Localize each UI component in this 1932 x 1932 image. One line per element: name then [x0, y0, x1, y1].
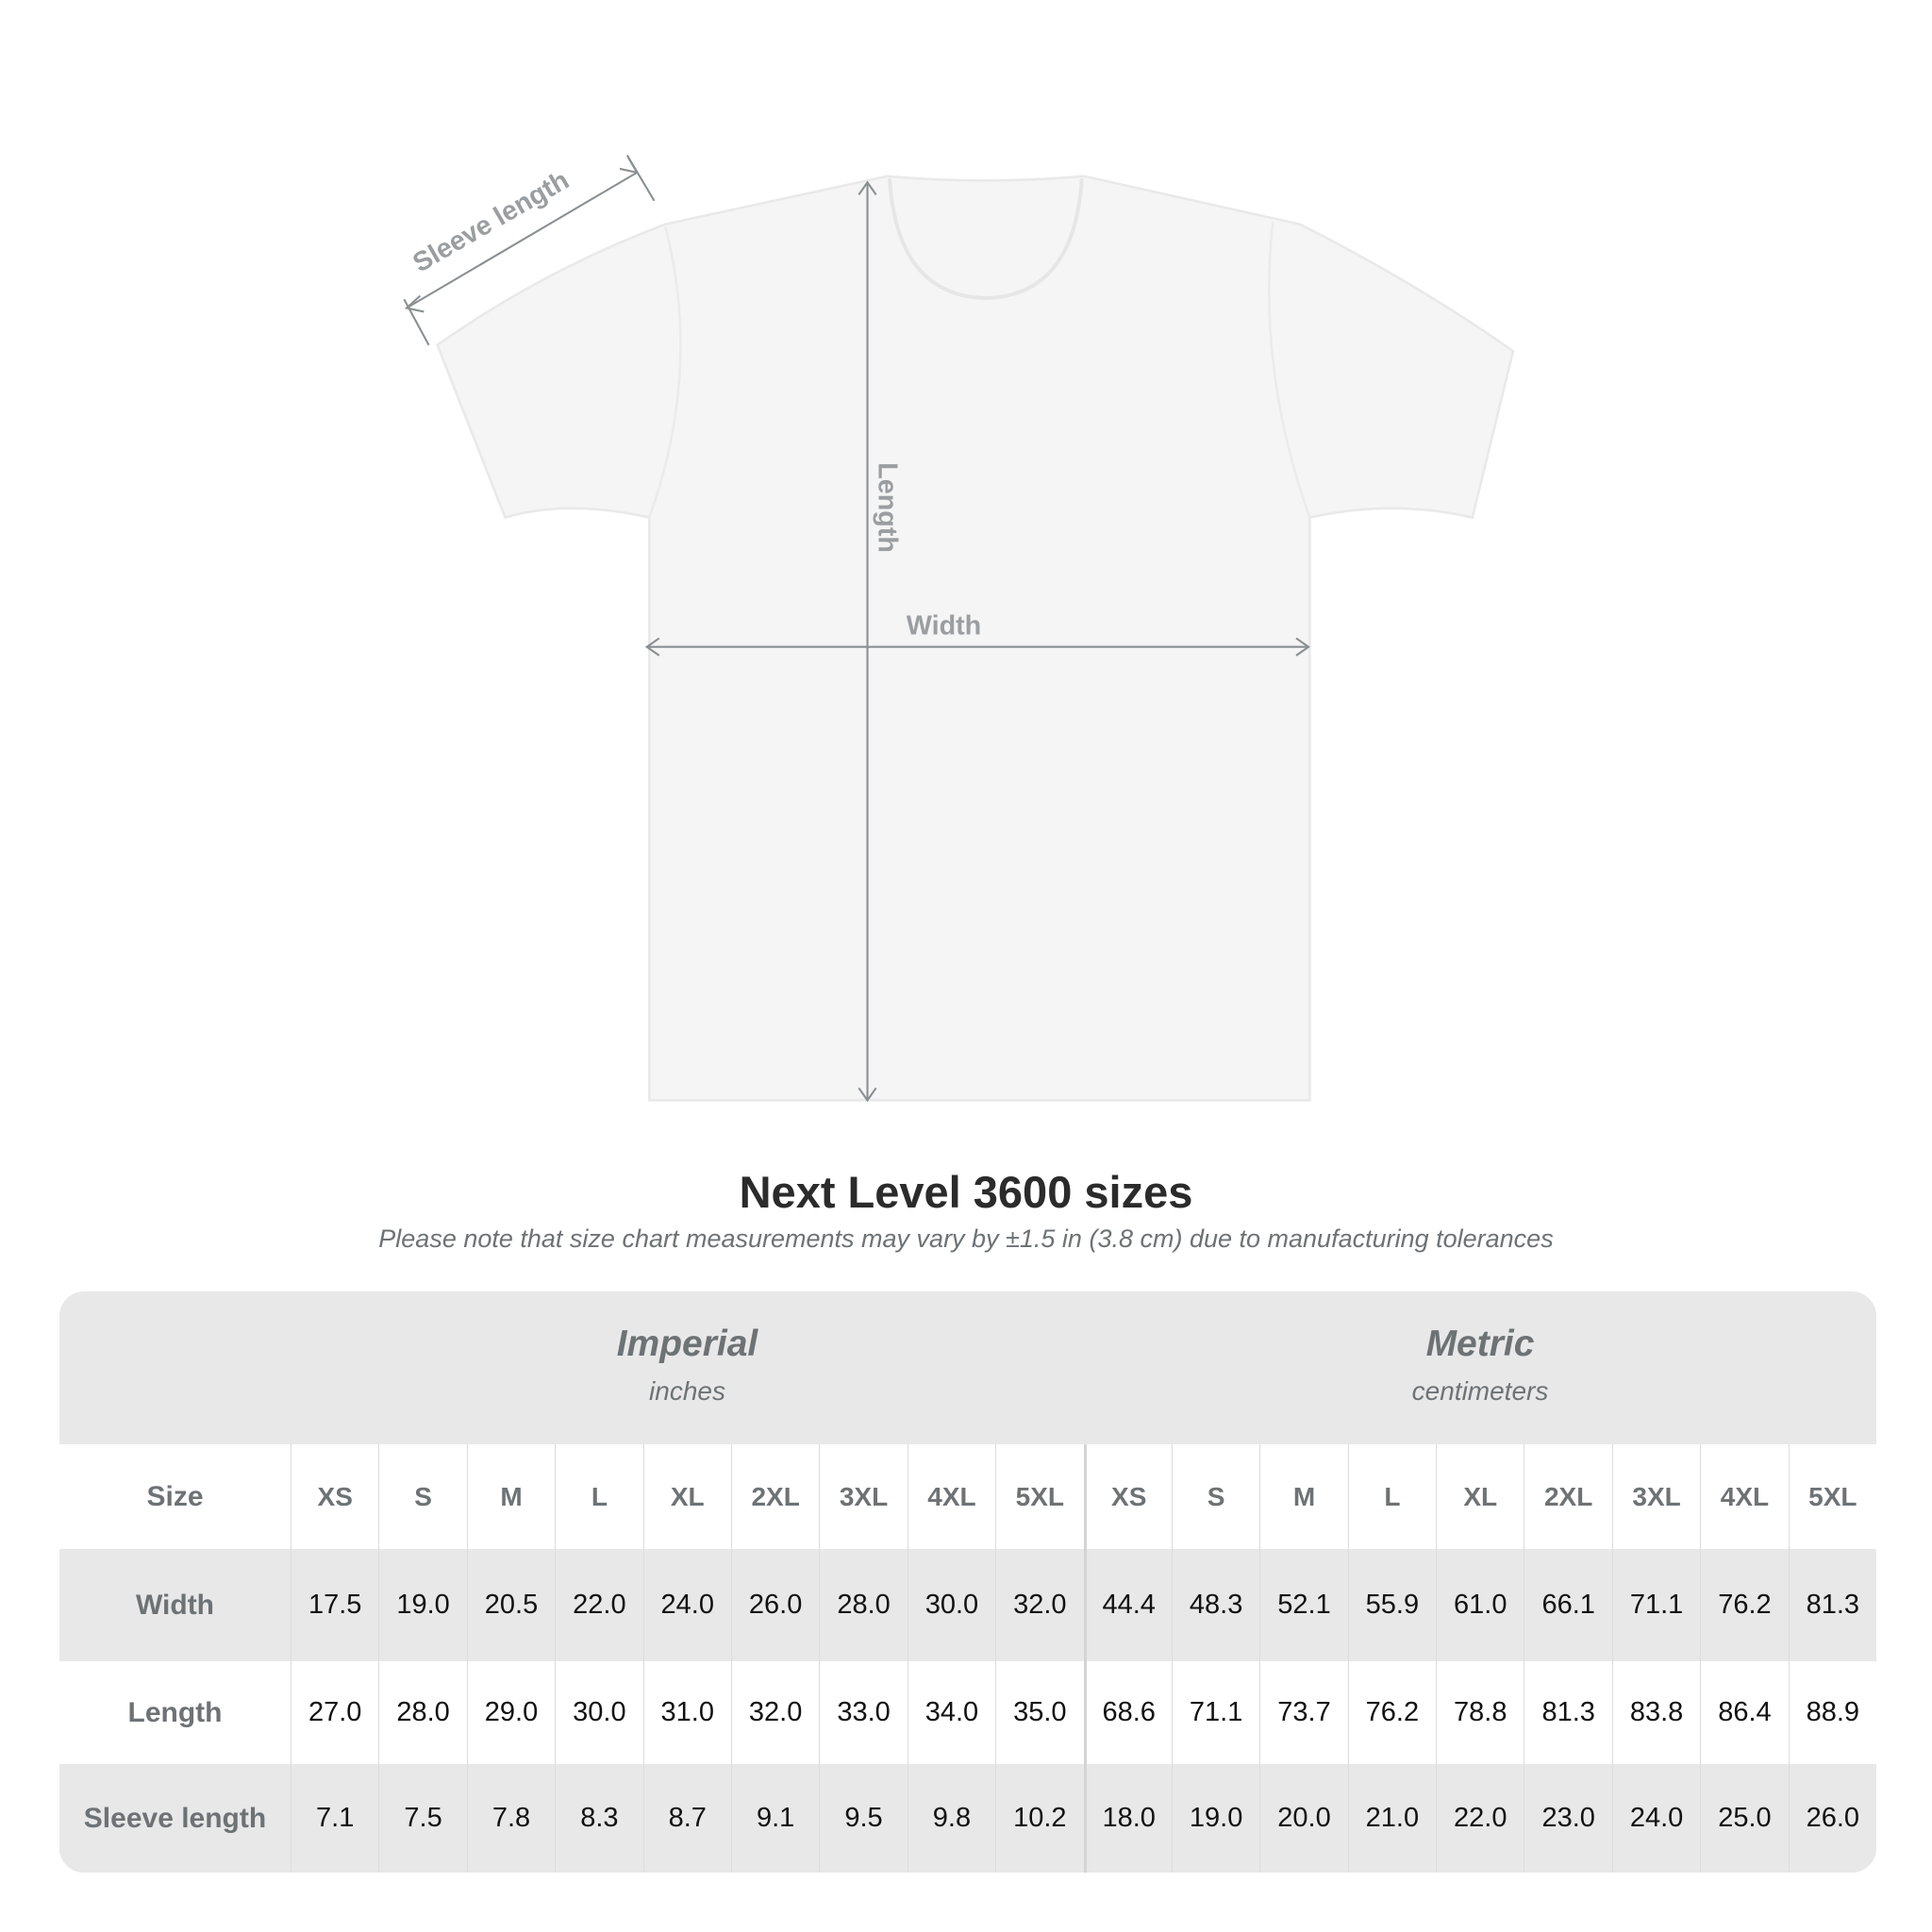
imperial-value-cell: 28.0 — [819, 1549, 908, 1661]
metric-value-cell: 22.0 — [1436, 1764, 1524, 1873]
metric-value-cell: 26.0 — [1788, 1764, 1876, 1873]
metric-value-cell: 23.0 — [1524, 1764, 1612, 1873]
imperial-value-cell: 7.5 — [378, 1764, 467, 1873]
imperial-size-header: M — [466, 1444, 556, 1549]
imperial-value-cell: 9.8 — [907, 1764, 996, 1873]
metric-size-header: L — [1347, 1444, 1437, 1549]
length-label: Length — [872, 462, 902, 553]
imperial-value-cell: 8.7 — [642, 1764, 731, 1873]
imperial-value-cell: 22.0 — [555, 1549, 643, 1661]
metric-value-cell: 20.0 — [1259, 1764, 1348, 1873]
metric-value-cell: 25.0 — [1700, 1764, 1789, 1873]
metric-value-cell: 86.4 — [1700, 1661, 1789, 1764]
imperial-value-cell: 33.0 — [819, 1661, 908, 1764]
imperial-value-cell: 29.0 — [466, 1661, 556, 1764]
width-label: Width — [907, 611, 981, 641]
metric-value-cell: 88.9 — [1788, 1661, 1876, 1764]
size-grid: Size XS S M L XL 2XL 3XL 4XL 5XL XS S M L XL 2XL 3XL 4XL 5… — [59, 1444, 1876, 1873]
metric-value-cell: 44.4 — [1083, 1549, 1172, 1661]
metric-value-cell: 76.2 — [1700, 1549, 1789, 1661]
metric-size-header: M — [1259, 1444, 1348, 1549]
imperial-title: Imperial — [616, 1324, 758, 1364]
metric-header: Metric centimeters — [1084, 1291, 1876, 1444]
metric-value-cell: 66.1 — [1524, 1549, 1612, 1661]
metric-value-cell: 19.0 — [1171, 1764, 1260, 1873]
imperial-value-cell: 24.0 — [642, 1549, 731, 1661]
size-header-label: Size — [59, 1444, 291, 1549]
imperial-value-cell: 7.1 — [291, 1764, 379, 1873]
metric-value-cell: 73.7 — [1259, 1661, 1348, 1764]
sleeve-seam-right — [1267, 221, 1311, 519]
row-label: Length — [59, 1661, 291, 1764]
metric-size-header: S — [1171, 1444, 1260, 1549]
metric-value-cell: 71.1 — [1611, 1549, 1701, 1661]
imperial-value-cell: 28.0 — [378, 1661, 467, 1764]
metric-size-header: 4XL — [1700, 1444, 1789, 1549]
metric-value-cell: 52.1 — [1259, 1549, 1348, 1661]
imperial-value-cell: 32.0 — [995, 1549, 1084, 1661]
imperial-value-cell: 27.0 — [291, 1661, 379, 1764]
imperial-size-header: XL — [642, 1444, 731, 1549]
metric-value-cell: 81.3 — [1788, 1549, 1876, 1661]
imperial-value-cell: 30.0 — [907, 1549, 996, 1661]
metric-size-header: 3XL — [1611, 1444, 1701, 1549]
sleeve-length-label: Sleeve length — [408, 165, 574, 278]
imperial-value-cell: 9.1 — [730, 1764, 820, 1873]
metric-value-cell: 48.3 — [1171, 1549, 1260, 1661]
metric-value-cell: 61.0 — [1436, 1549, 1524, 1661]
metric-value-cell: 71.1 — [1171, 1661, 1260, 1764]
metric-title: Metric — [1425, 1324, 1535, 1364]
imperial-value-cell: 34.0 — [907, 1661, 996, 1764]
imperial-value-cell: 7.8 — [466, 1764, 556, 1873]
tshirt-collar — [888, 178, 1084, 301]
imperial-value-cell: 9.5 — [819, 1764, 908, 1873]
imperial-value-cell: 10.2 — [995, 1764, 1084, 1873]
imperial-value-cell: 26.0 — [730, 1549, 820, 1661]
tshirt-shape — [436, 175, 1515, 1102]
size-table: Imperial inches Metric centimeters Size X… — [59, 1291, 1876, 1873]
imperial-size-header: 3XL — [819, 1444, 908, 1549]
page-title: Next Level 3600 sizes — [739, 1167, 1193, 1217]
imperial-unit: inches — [649, 1376, 725, 1406]
metric-value-cell: 81.3 — [1524, 1661, 1612, 1764]
metric-value-cell: 18.0 — [1083, 1764, 1172, 1873]
metric-unit: centimeters — [1411, 1376, 1549, 1406]
metric-value-cell: 78.8 — [1436, 1661, 1524, 1764]
metric-size-header: XL — [1436, 1444, 1524, 1549]
imperial-value-cell: 20.5 — [466, 1549, 556, 1661]
imperial-value-cell: 17.5 — [291, 1549, 379, 1661]
imperial-value-cell: 31.0 — [642, 1661, 731, 1764]
tolerance-note: Please note that size chart measurements… — [378, 1224, 1554, 1253]
metric-value-cell: 21.0 — [1347, 1764, 1437, 1873]
metric-value-cell: 24.0 — [1611, 1764, 1701, 1873]
imperial-size-header: 5XL — [995, 1444, 1084, 1549]
metric-value-cell: 55.9 — [1347, 1549, 1437, 1661]
row-label: Width — [59, 1549, 291, 1661]
metric-value-cell: 68.6 — [1083, 1661, 1172, 1764]
imperial-value-cell: 8.3 — [555, 1764, 643, 1873]
imperial-value-cell: 30.0 — [555, 1661, 643, 1764]
metric-size-header: 2XL — [1524, 1444, 1612, 1549]
sleeve-seam-left — [648, 225, 682, 519]
imperial-size-header: XS — [291, 1444, 379, 1549]
imperial-value-cell: 35.0 — [995, 1661, 1084, 1764]
imperial-value-cell: 32.0 — [730, 1661, 820, 1764]
metric-size-header: XS — [1083, 1444, 1172, 1549]
imperial-header: Imperial inches — [291, 1291, 1084, 1444]
metric-size-header: 5XL — [1788, 1444, 1876, 1549]
sleeve-arrow — [403, 155, 656, 346]
row-label: Sleeve length — [59, 1764, 291, 1873]
imperial-size-header: 2XL — [730, 1444, 820, 1549]
width-arrow — [644, 637, 1310, 657]
imperial-size-header: L — [555, 1444, 643, 1549]
metric-value-cell: 76.2 — [1347, 1661, 1437, 1764]
imperial-size-header: S — [378, 1444, 467, 1549]
imperial-size-header: 4XL — [907, 1444, 996, 1549]
metric-value-cell: 83.8 — [1611, 1661, 1701, 1764]
length-arrow — [858, 180, 877, 1103]
imperial-value-cell: 19.0 — [378, 1549, 467, 1661]
